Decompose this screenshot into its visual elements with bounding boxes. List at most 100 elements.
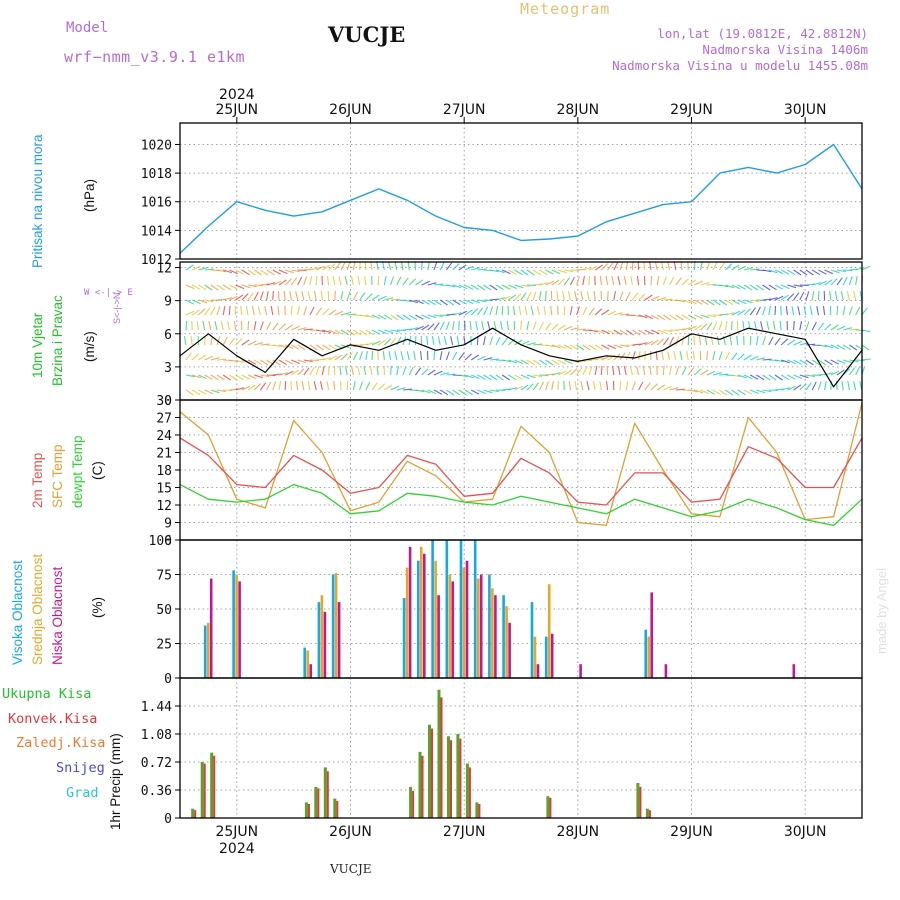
wind-arrow [667,261,671,271]
wind-arrow [849,328,859,331]
total-precip-bar [200,762,204,818]
cloud-unit: (%) [90,597,105,618]
wind-arrow [332,276,336,286]
wind-arrow [650,275,653,286]
wind-arrow [669,314,678,321]
wind-arrow [364,276,367,286]
wind-arrow [536,306,540,316]
wind-arrow [600,365,603,376]
wind-arrow [402,388,413,391]
wind-arrow [712,389,721,396]
wind-arrow [793,292,800,301]
mid-cloud-bar [420,546,423,678]
wind-arrow [570,368,578,376]
low-cloud-bar [209,578,213,678]
total-precip-bar [546,796,550,818]
wind-arrow [650,383,658,391]
wind-arrow [371,382,378,391]
wind-arrow [223,269,232,274]
wind-arrow [414,335,417,346]
wind-arrow [774,359,784,363]
wind-arrow [686,351,689,361]
wind-arrow [563,344,573,350]
wind-arrow [576,306,581,316]
wind-arrow [619,261,624,271]
wind-arrow [394,261,398,271]
wind-arrow [718,389,728,396]
wind-arrow [272,359,281,366]
wind-arrow [526,321,530,331]
wind-arrow [681,327,691,331]
mid-cloud-bar [505,606,508,678]
wind-arrow [216,336,221,346]
wind-arrow [644,294,653,301]
wind-arrow [588,307,595,316]
wind-arrow [278,372,288,376]
wind-arrow [824,381,827,391]
wind-arrow [198,267,208,271]
wind-arrow [439,299,448,306]
mid-cloud-bar [235,574,238,678]
wind-arrow [340,261,346,271]
wind-arrow [743,354,752,361]
wind-arrow [737,374,747,379]
wind-arrow [514,293,522,301]
x-day-label-bottom: 25JUN [215,824,258,840]
wind-arrow [570,327,580,331]
x-year-label-top: 2024 [219,87,255,103]
wind-arrow [333,381,336,391]
wind-arrow [718,299,728,306]
wind-arrow [662,337,670,346]
wind-arrow [346,261,351,271]
wind-arrow [210,284,219,291]
wind-arrow [301,381,305,391]
wind-arrow [756,284,765,291]
wind-arrow [204,389,214,395]
wind-arrow [396,276,402,286]
wind-arrow [861,307,868,316]
wind-arrow [229,269,238,275]
wind-title-1: 10m Vjetar [30,312,45,378]
wind-arrow [204,335,206,346]
wind-arrow [520,384,529,391]
wind-arrow [812,282,822,286]
wind-arrow [495,284,504,291]
wind-arrow [749,335,752,346]
wind-arrow [309,267,319,271]
wind-arrow [445,321,450,331]
lonlat-text: lon,lat (19.0812E, 42.8812N) [657,26,868,41]
y-tick-label: 15 [156,482,172,497]
wind-arrow [340,312,350,316]
wind-arrow [762,358,772,361]
wind-arrow [241,269,250,276]
wind-arrow [557,344,567,350]
x-day-label-top: 30JUN [784,102,827,118]
wind-arrow [799,374,809,379]
wind-arrow [613,329,622,336]
wind-arrow [371,350,374,361]
wind-arrow [675,314,684,321]
wind-arrow [260,269,269,276]
wind-arrow [774,284,784,290]
wind-arrow [805,382,812,391]
conv-precip-bar [478,804,481,818]
wind-arrow [452,312,462,316]
wind-arrow [352,291,358,301]
wind-arrow [805,343,816,346]
wind-arrow [277,306,280,316]
wind-arrow [487,321,491,331]
wind-arrow [731,299,740,305]
wind-arrow [725,284,735,289]
wind-arrow [749,284,759,291]
wind-arrow [427,261,431,271]
wind-arrow [737,309,746,316]
wind-arrow [198,299,208,304]
wind-arrow [824,359,833,366]
wind-arrow [662,365,665,376]
wind-arrow [766,321,770,331]
high-cloud-bar [459,540,463,678]
wind-arrow [729,336,733,346]
wind-arrow [476,335,479,346]
wind-arrow [737,353,745,361]
wind-arrow [470,308,478,316]
